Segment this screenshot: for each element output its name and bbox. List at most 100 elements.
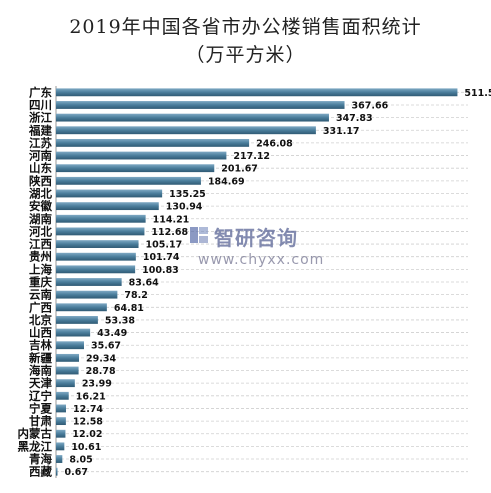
data-label: 53.38 [105,315,135,326]
category-label: 河北 [29,224,52,238]
bar-四川 [56,101,345,109]
bar-山西 [56,328,91,337]
data-label: 64.81 [114,303,144,314]
category-label: 山东 [29,161,52,175]
bar-宁夏 [56,404,66,413]
data-label: 78.2 [124,290,147,301]
data-label: 12.58 [73,417,103,428]
data-label: 12.02 [72,429,102,440]
bar-浙江 [56,113,329,122]
bar-上海 [56,265,136,274]
bar-江苏 [56,138,250,147]
data-label: 331.17 [323,126,360,137]
data-label: 101.74 [143,252,180,263]
category-label: 河南 [29,149,52,163]
bar-山东 [56,164,215,173]
bar-广西 [56,303,107,312]
bar-天津 [56,379,75,388]
category-label: 浙江 [29,111,52,125]
category-label: 西藏 [29,465,52,479]
data-label: 367.66 [352,100,389,111]
watermark-brand: 智研咨询 [214,226,298,250]
bar-河北 [56,227,145,236]
category-label: 贵州 [29,250,52,264]
data-label: 130.94 [166,202,203,213]
bar-贵州 [56,252,136,261]
bar-河南 [56,151,227,160]
category-label: 山西 [29,326,52,340]
bar-吉林 [56,341,84,350]
data-label: 511.54 [464,88,491,99]
bar-陕西 [56,176,201,185]
category-label: 内蒙古 [18,427,53,441]
bar-内蒙古 [56,429,66,438]
data-label: 29.34 [86,353,116,364]
category-label: 广东 [29,85,52,99]
data-label: 10.61 [71,442,101,453]
watermark-url: www.chyxx.com [198,252,325,268]
data-label: 246.08 [256,138,293,149]
bar-甘肃 [56,417,66,426]
data-label: 347.83 [336,113,373,124]
category-label: 广西 [29,300,52,314]
category-label: 江苏 [29,136,52,150]
category-label: 湖北 [29,186,52,200]
bar-广东 [56,88,458,97]
category-label: 湖南 [29,212,52,226]
data-label: 35.67 [91,341,121,352]
data-label: 16.21 [76,391,106,402]
category-label: 新疆 [29,351,52,365]
bar-湖南 [56,214,146,223]
bar-湖北 [56,189,163,198]
bar-安徽 [56,202,159,211]
data-label: 201.67 [221,164,258,175]
bar-重庆 [56,278,122,286]
category-label: 海南 [29,364,52,378]
category-label: 重庆 [29,275,52,289]
category-label: 黑龙江 [18,439,53,453]
data-label: 105.17 [146,240,183,251]
category-label: 福建 [28,123,52,137]
chart-subtitle: （万平方米） [185,44,306,66]
data-label: 28.78 [86,366,116,377]
bar-西藏 [56,467,58,476]
data-label: 8.05 [69,455,92,466]
category-label: 甘肃 [29,414,52,428]
category-label: 上海 [29,262,52,276]
bar-福建 [56,126,316,135]
bar-江西 [56,240,139,248]
category-label: 四川 [29,98,52,112]
data-label: 100.83 [142,265,179,276]
bar-新疆 [56,353,80,362]
category-label: 吉林 [29,338,52,352]
data-label: 184.69 [208,176,245,187]
category-label: 北京 [29,313,52,327]
category-label: 江西 [29,237,52,251]
bars [56,88,458,476]
bar-海南 [56,366,79,375]
data-label: 12.74 [73,404,103,415]
bar-黑龙江 [56,442,65,451]
chyxx-logo-icon [190,227,208,243]
data-label: 83.64 [129,278,159,289]
data-label: 135.25 [169,189,206,200]
data-label: 112.68 [151,227,188,238]
value-labels: 511.54 367.66 347.83 331.17 246.08 217.12 201.… [65,88,491,478]
category-label: 辽宁 [29,389,52,403]
data-label: 43.49 [97,328,127,339]
data-label: 23.99 [82,379,112,390]
category-label: 宁夏 [29,401,52,415]
category-label: 青海 [29,452,52,466]
category-label: 安徽 [29,199,52,213]
bar-云南 [56,290,118,299]
data-label: 114.21 [153,214,190,225]
watermark: 智研咨询 www.chyxx.com [188,222,328,276]
category-labels: 广东四川浙江福建江苏河南山东陕西湖北安徽湖南河北江西贵州上海重庆云南广西北京山西… [18,85,53,478]
category-label: 云南 [29,288,52,302]
bar-辽宁 [56,391,69,400]
data-label: 217.12 [233,151,270,162]
bar-北京 [56,316,98,324]
bar-青海 [56,455,63,463]
category-label: 陕西 [29,174,52,188]
